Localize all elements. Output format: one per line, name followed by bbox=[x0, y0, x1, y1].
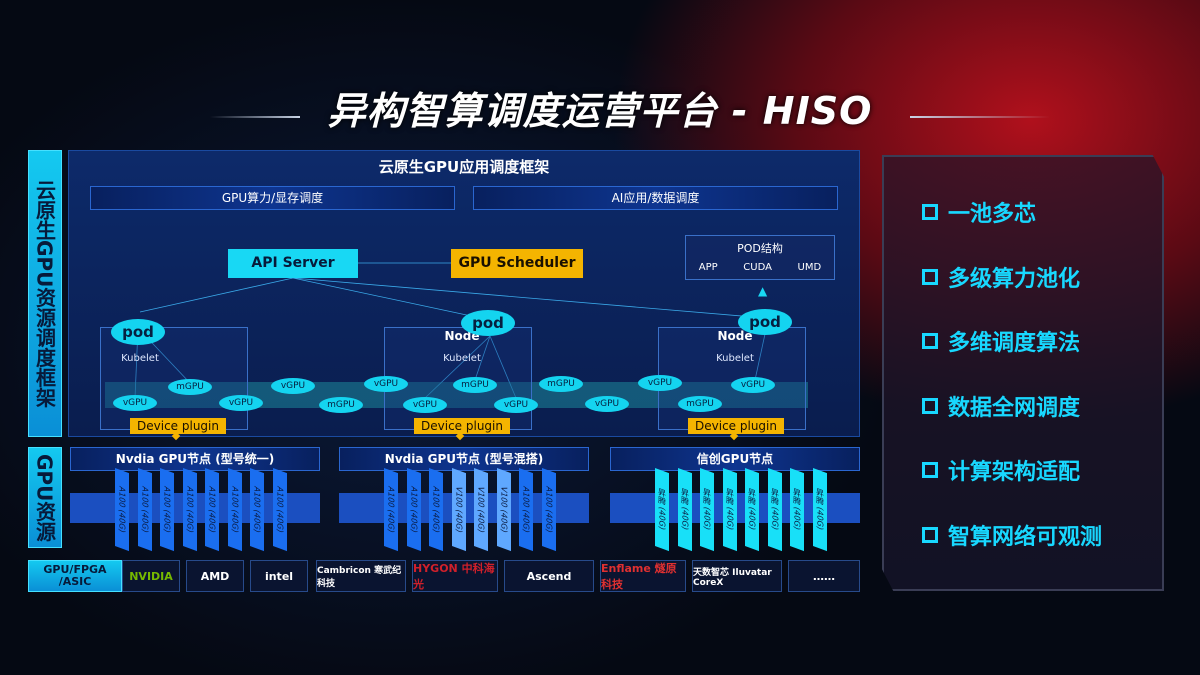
pod-ellipse: pod bbox=[738, 309, 792, 335]
device-plugin-label: Device plugin bbox=[130, 418, 226, 434]
node-label: Node bbox=[717, 329, 753, 343]
feature-label: 智算网络可观测 bbox=[948, 524, 1103, 550]
feature-item: 一池多芯 bbox=[922, 196, 1036, 228]
feature-label: 计算架构适配 bbox=[948, 460, 1081, 485]
node-box bbox=[658, 327, 806, 430]
up-arrow-icon: ▲ bbox=[758, 284, 768, 298]
mgpu-ellipse: mGPU bbox=[453, 377, 497, 393]
mgpu-ellipse: mGPU bbox=[319, 397, 363, 413]
checkbox-icon bbox=[922, 204, 938, 220]
gpu-card: A100 (40G) bbox=[115, 468, 129, 552]
feature-item: 计算架构适配 bbox=[922, 454, 1080, 486]
vendor-logo-3: Cambricon 寒武纪科技 bbox=[316, 560, 406, 592]
gpu-card: 昇腾 (40G) bbox=[655, 468, 669, 552]
gpu-node-title: 信创GPU节点 bbox=[610, 447, 860, 471]
vendors-label: GPU/FPGA /ASIC bbox=[28, 560, 122, 592]
kubelet-label: Kubelet bbox=[443, 353, 481, 364]
vendor-logo-7: 天数智芯 Iluvatar CoreX bbox=[692, 560, 782, 592]
pod-item-cuda: CUDA bbox=[743, 262, 772, 273]
vendor-logo-1: AMD bbox=[186, 560, 244, 592]
mgpu-ellipse: mGPU bbox=[539, 376, 583, 392]
vgpu-ellipse: vGPU bbox=[364, 376, 408, 392]
gpu-card: A100 (40G) bbox=[384, 468, 398, 552]
gpu-card: 昇腾 (40G) bbox=[812, 468, 827, 552]
gpu-card: A100 (40G) bbox=[182, 468, 197, 552]
device-plugin-label: Device plugin bbox=[414, 418, 510, 434]
mgpu-ellipse: mGPU bbox=[168, 379, 212, 395]
gpu-card: 昇腾 (40G) bbox=[790, 468, 804, 552]
mgpu-ellipse: mGPU bbox=[678, 396, 722, 412]
vendor-logo-4: HYGON 中科海光 bbox=[412, 560, 498, 592]
gpu-card: A100 (40G) bbox=[429, 468, 443, 552]
gpu-compute-scheduling: GPU算力/显存调度 bbox=[90, 186, 455, 210]
checkbox-icon bbox=[922, 397, 938, 414]
gpu-card: V100 (40G) bbox=[496, 468, 511, 552]
gpu-card: 昇腾 (40G) bbox=[722, 468, 737, 552]
device-plugin-label: Device plugin bbox=[688, 418, 784, 434]
kubelet-label: Kubelet bbox=[716, 353, 754, 364]
vgpu-ellipse: vGPU bbox=[403, 397, 447, 413]
feature-item: 数据全网调度 bbox=[922, 390, 1080, 422]
vendor-logo-0: NVIDIA bbox=[122, 560, 180, 592]
feature-item: 多维调度算法 bbox=[922, 325, 1080, 357]
framework-side-label: 云原生GPU资源调度框架 bbox=[28, 150, 62, 437]
pod-structure-box: POD结构 APP CUDA UMD bbox=[685, 235, 835, 280]
gpu-card: A100 (40G) bbox=[250, 468, 264, 552]
feature-label: 一池多芯 bbox=[948, 202, 1037, 227]
checkbox-icon bbox=[922, 333, 938, 349]
gpu-card: A100 (40G) bbox=[227, 468, 242, 552]
resources-side-label: GPU资源 bbox=[28, 447, 62, 548]
checkbox-icon bbox=[922, 268, 938, 285]
page-title: 异构智算调度运营平台 - HISO bbox=[327, 89, 873, 133]
kubelet-label: Kubelet bbox=[121, 353, 159, 364]
vgpu-ellipse: vGPU bbox=[731, 377, 775, 393]
gpu-card: V100 (40G) bbox=[474, 468, 488, 552]
gpu-scheduler-box: GPU Scheduler bbox=[451, 249, 583, 278]
vgpu-ellipse: vGPU bbox=[585, 396, 629, 412]
feature-label: 数据全网调度 bbox=[948, 395, 1081, 421]
vgpu-ellipse: vGPU bbox=[494, 397, 538, 413]
feature-item: 多级算力池化 bbox=[922, 261, 1080, 293]
vendor-logo-2: intel bbox=[250, 560, 308, 592]
vendor-logo-5: Ascend bbox=[504, 560, 594, 592]
pod-ellipse: pod bbox=[461, 310, 515, 336]
node-box bbox=[384, 327, 532, 430]
gpu-card: A100 (40G) bbox=[205, 468, 219, 552]
gpu-card: 昇腾 (40G) bbox=[677, 468, 692, 552]
pod-item-app: APP bbox=[698, 262, 718, 273]
gpu-card: 昇腾 (40G) bbox=[745, 468, 759, 552]
pod-item-umd: UMD bbox=[797, 262, 822, 273]
framework-header: 云原生GPU应用调度框架 bbox=[378, 158, 550, 176]
gpu-node-title: Nvdia GPU节点 (型号混搭) bbox=[339, 447, 589, 471]
node-box bbox=[100, 327, 248, 430]
gpu-card: A100 (40G) bbox=[160, 468, 174, 552]
gpu-card: A100 (40G) bbox=[406, 468, 421, 552]
vgpu-ellipse: vGPU bbox=[219, 395, 263, 411]
gpu-card: 昇腾 (40G) bbox=[700, 468, 714, 552]
feature-label: 多级算力池化 bbox=[948, 266, 1081, 292]
ai-data-scheduling: AI应用/数据调度 bbox=[473, 186, 838, 210]
gpu-node-title: Nvdia GPU节点 (型号统一) bbox=[70, 447, 320, 471]
vgpu-ellipse: vGPU bbox=[113, 395, 157, 411]
checkbox-icon bbox=[922, 526, 938, 543]
feature-item: 智算网络可观测 bbox=[922, 519, 1102, 551]
api-server-box: API Server bbox=[228, 249, 358, 278]
gpu-card: V100 (40G) bbox=[451, 468, 466, 552]
vgpu-ellipse: vGPU bbox=[271, 378, 315, 394]
pod-structure-title: POD结构 bbox=[737, 242, 783, 255]
vendor-logo-8: …… bbox=[788, 560, 860, 592]
gpu-card: 昇腾 (40G) bbox=[767, 468, 782, 552]
vendor-logo-6: Enflame 燧原科技 bbox=[600, 560, 686, 592]
gpu-card: A100 (40G) bbox=[541, 468, 556, 552]
features-panel bbox=[882, 155, 1164, 591]
checkbox-icon bbox=[922, 462, 938, 478]
vgpu-ellipse: vGPU bbox=[638, 375, 682, 391]
pod-ellipse: pod bbox=[111, 319, 165, 345]
title-line-left bbox=[210, 116, 300, 118]
gpu-card: A100 (40G) bbox=[519, 468, 533, 552]
feature-label: 多维调度算法 bbox=[948, 331, 1081, 356]
gpu-card: A100 (40G) bbox=[272, 468, 287, 552]
gpu-card: A100 (40G) bbox=[137, 468, 152, 552]
